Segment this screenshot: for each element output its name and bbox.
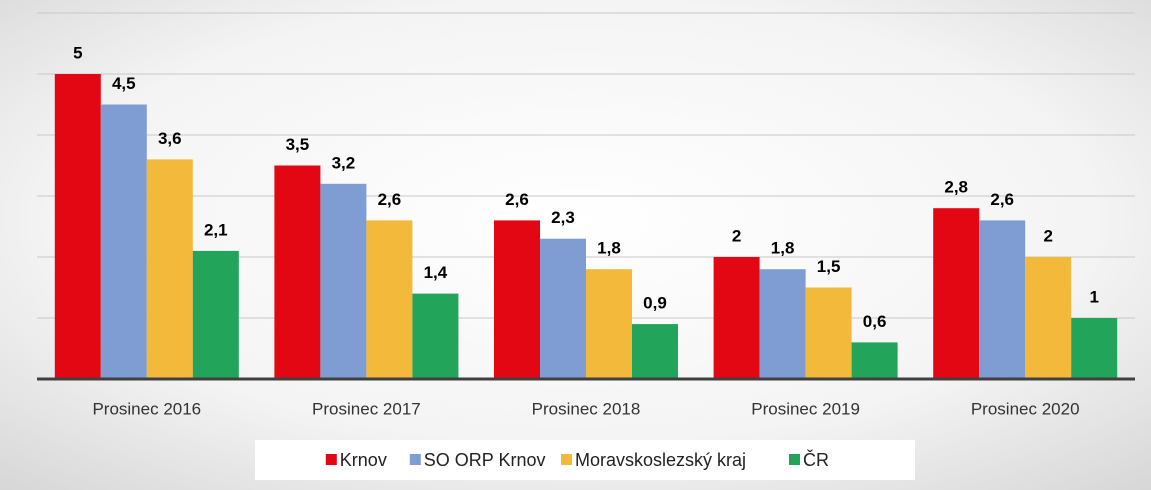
bar <box>805 287 852 379</box>
data-label: 2,6 <box>990 190 1014 209</box>
legend-swatch <box>789 454 800 465</box>
legend-label: Moravskoslezský kraj <box>575 450 746 470</box>
bar <box>100 104 147 379</box>
data-label: 5 <box>73 43 82 62</box>
legend-swatch <box>325 454 337 465</box>
bar <box>54 74 101 379</box>
data-label: 1,5 <box>817 257 841 276</box>
bar <box>366 220 413 379</box>
x-tick-label: Prosinec 2017 <box>312 399 421 418</box>
legend-swatch <box>409 454 421 465</box>
legend-swatch <box>561 454 572 465</box>
data-label: 2,6 <box>378 190 402 209</box>
bar <box>933 208 980 379</box>
x-tick-label: Prosinec 2019 <box>751 399 860 418</box>
data-label: 1,8 <box>771 239 795 258</box>
legend-label: Krnov <box>340 450 387 470</box>
data-label: 2,6 <box>505 190 529 209</box>
legend-box <box>255 440 915 480</box>
data-label: 2 <box>732 226 741 245</box>
bar <box>320 183 367 379</box>
data-label: 2,8 <box>944 178 968 197</box>
data-label: 0,6 <box>863 312 887 331</box>
data-label: 3,2 <box>332 153 356 172</box>
bar <box>632 324 678 379</box>
bar <box>851 342 898 379</box>
bar <box>979 220 1026 379</box>
legend-label: SO ORP Krnov <box>424 450 546 470</box>
bar <box>1025 257 1072 379</box>
x-tick-label: Prosinec 2020 <box>971 399 1080 418</box>
bar <box>192 250 239 379</box>
data-label: 3,6 <box>158 129 182 148</box>
bar <box>494 220 540 379</box>
bar <box>412 293 459 379</box>
data-label: 3,5 <box>286 135 310 154</box>
data-label: 1 <box>1089 287 1098 306</box>
data-label: 2 <box>1043 226 1052 245</box>
data-label: 1,8 <box>597 239 621 258</box>
bar <box>586 269 632 379</box>
data-label: 2,3 <box>551 208 575 227</box>
data-label: 1,4 <box>424 263 448 282</box>
data-label: 0,9 <box>643 294 667 313</box>
bar <box>146 159 193 379</box>
bar <box>759 269 806 379</box>
bar <box>1071 318 1118 379</box>
data-label: 2,1 <box>204 220 228 239</box>
bar <box>713 257 760 379</box>
x-tick-label: Prosinec 2016 <box>92 399 201 418</box>
bar <box>540 238 586 379</box>
legend-label: ČR <box>803 449 829 470</box>
bar <box>274 165 321 379</box>
x-tick-label: Prosinec 2018 <box>532 399 641 418</box>
data-label: 4,5 <box>112 74 136 93</box>
